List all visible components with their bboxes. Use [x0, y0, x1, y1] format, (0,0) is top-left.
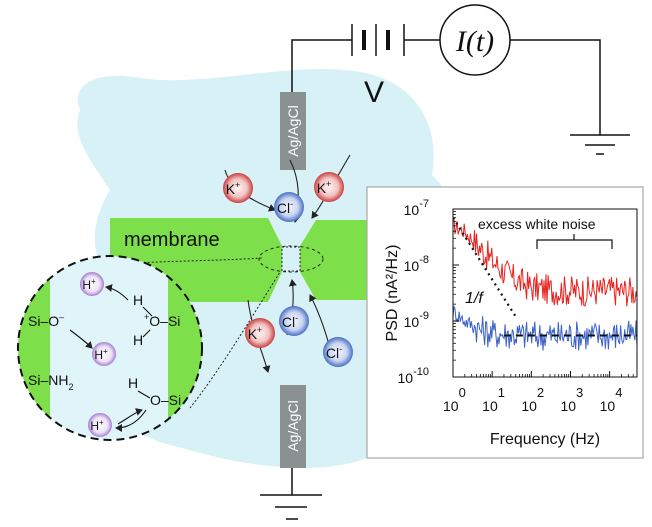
x-tick-label: 103: [560, 385, 583, 414]
x-tick-label: 104: [600, 385, 623, 414]
proton-3: H+: [88, 413, 112, 437]
ammeter-circle: [439, 4, 511, 76]
x-tick-label: 100: [443, 385, 466, 414]
proton-1: H+: [80, 272, 104, 296]
battery-icon: [351, 24, 405, 56]
electrode-bottom: [280, 385, 306, 468]
proton-transfer-arrows: [69, 284, 147, 432]
plot-area: 10-7 10-8 10-9 10-10 100 101 102 103 104: [398, 198, 638, 414]
ion-k-3: K+: [245, 318, 275, 348]
electrode-top-label: Ag/AgCl: [285, 105, 301, 156]
o-si-low-label: O–Si: [150, 392, 181, 408]
excess-white-noise-label: excess white noise: [478, 216, 596, 232]
svg-text:K+: K+: [248, 325, 263, 342]
x-tick-label: 101: [482, 385, 505, 414]
svg-text:H+: H+: [90, 418, 104, 433]
bond-lines: [137, 306, 153, 399]
voltage-label: V: [364, 76, 384, 109]
proton-2: H+: [92, 342, 116, 366]
current-label: I(t): [455, 25, 494, 58]
one-over-f-label: 1/f: [465, 290, 484, 307]
svg-text:K+: K+: [317, 179, 332, 196]
svg-text:K+: K+: [226, 180, 241, 197]
svg-text:Cl-: Cl-: [326, 344, 342, 361]
h-low-label: H: [128, 375, 138, 391]
ion-cl-3: Cl-: [323, 337, 353, 367]
pore-highlight: [258, 245, 324, 273]
y-tick-label: 10-8: [404, 254, 429, 274]
circuit-wires: [260, 39, 630, 520]
si-o-minus-label: Si–O–: [28, 312, 64, 329]
plus-o-si-label: +O–Si: [144, 312, 180, 329]
svg-text:Cl-: Cl-: [277, 199, 293, 216]
ion-k-2: K+: [314, 172, 344, 202]
y-tick-label: 10-10: [398, 366, 429, 386]
chart-panel: [366, 186, 644, 459]
y-axis-label: PSD (nA²/Hz): [384, 245, 401, 342]
psd-chart: 10-7 10-8 10-9 10-10 100 101 102 103 104 PSD (nA…: [366, 186, 644, 459]
si-nh2-label: Si–NH2: [28, 372, 73, 392]
y-tick-label: 10-7: [404, 198, 429, 218]
h-top-label: H: [133, 292, 143, 308]
svg-text:H+: H+: [82, 277, 96, 292]
pore-channel: [281, 246, 301, 272]
ion-cl-1: Cl-: [274, 192, 304, 222]
membrane-label: membrane: [124, 229, 220, 251]
excess-bracket: [536, 234, 613, 249]
plot-frame: [452, 208, 638, 378]
ion-k-1: K+: [223, 173, 253, 203]
h-mid-label: H: [133, 332, 143, 348]
x-axis-label: Frequency (Hz): [490, 431, 600, 448]
electrode-bottom-label: Ag/AgCl: [285, 400, 301, 451]
y-tick-label: 10-9: [404, 310, 429, 330]
one-over-f-fit-line: [453, 217, 517, 318]
svg-text:Cl-: Cl-: [282, 313, 298, 330]
plot-series-group: [453, 217, 637, 351]
x-tick-label: 102: [521, 385, 544, 414]
pore-wall-left: [18, 256, 50, 440]
electrode-top: [280, 92, 306, 170]
ion-cl-2: Cl-: [279, 306, 309, 336]
svg-text:H+: H+: [94, 347, 108, 362]
